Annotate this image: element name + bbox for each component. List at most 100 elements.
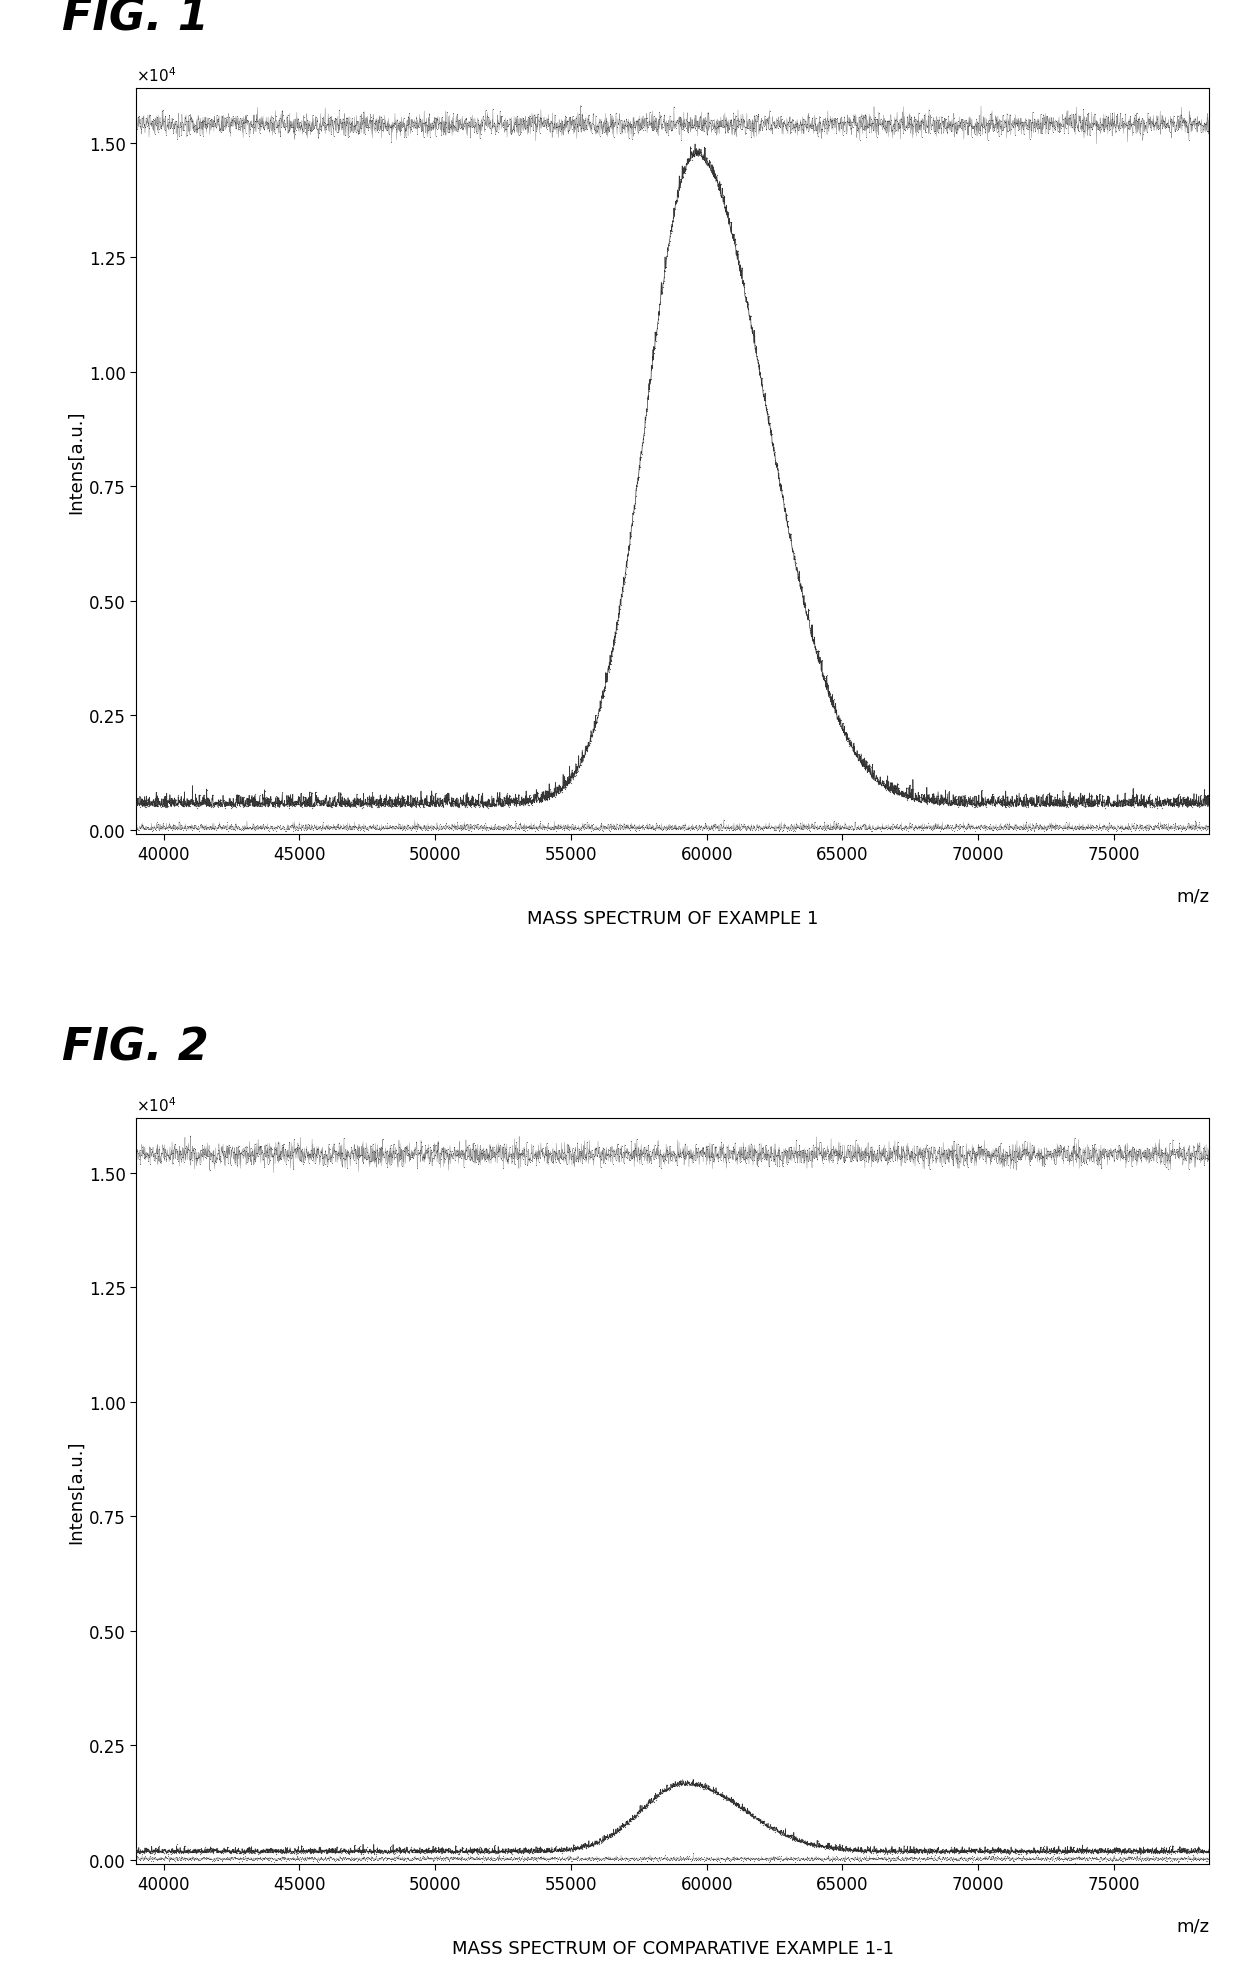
Point: [371, 1843, 391, 1874]
Point: [1122, 811, 1142, 842]
Point: [306, 1835, 326, 1866]
Point: [985, 1837, 1004, 1868]
Point: [341, 1142, 361, 1174]
Point: [861, 1843, 880, 1874]
Point: [315, 1835, 335, 1866]
Point: [799, 103, 818, 134]
Point: [899, 1837, 919, 1868]
Point: [1059, 1146, 1079, 1178]
Point: [1029, 1144, 1049, 1176]
Point: [144, 1140, 164, 1172]
Point: [704, 156, 724, 187]
Point: [822, 1134, 842, 1166]
Point: [1053, 775, 1073, 807]
Point: [831, 107, 851, 138]
Point: [626, 475, 646, 507]
Point: [837, 1835, 857, 1866]
Point: [330, 1837, 350, 1868]
Point: [1038, 118, 1058, 150]
Point: [1056, 789, 1076, 821]
Point: [299, 1148, 319, 1180]
Point: [305, 1843, 325, 1874]
Point: [820, 679, 839, 710]
Point: [246, 815, 265, 846]
Point: [666, 185, 686, 217]
Point: [1065, 1837, 1085, 1868]
Point: [1182, 791, 1202, 823]
Point: [728, 1788, 748, 1819]
Point: [1004, 811, 1024, 842]
Point: [141, 1837, 161, 1868]
Point: [172, 107, 192, 138]
Point: [940, 110, 960, 142]
Point: [469, 1837, 489, 1868]
Point: [839, 1833, 859, 1864]
Point: [729, 815, 749, 846]
Point: [244, 791, 264, 823]
Point: [365, 112, 384, 144]
Point: [319, 815, 339, 846]
Point: [588, 700, 608, 732]
Point: [955, 1843, 975, 1874]
Point: [847, 740, 867, 771]
Point: [934, 107, 954, 138]
Point: [285, 813, 305, 844]
Point: [941, 1138, 961, 1170]
Point: [763, 1811, 782, 1843]
Point: [694, 1845, 714, 1876]
Point: [744, 112, 764, 144]
Point: [734, 1791, 754, 1823]
Point: [874, 813, 894, 844]
Point: [223, 789, 243, 821]
Point: [324, 1134, 343, 1166]
Point: [1192, 1835, 1211, 1866]
Point: [444, 99, 464, 130]
Point: [657, 815, 677, 846]
Point: [666, 107, 686, 138]
Point: [1117, 1134, 1137, 1166]
Point: [1162, 1845, 1182, 1876]
Point: [319, 1129, 339, 1160]
Point: [848, 740, 868, 771]
Point: [435, 107, 455, 138]
Point: [1029, 112, 1049, 144]
Point: [627, 1125, 647, 1156]
Point: [991, 811, 1011, 842]
Point: [1171, 815, 1190, 846]
Point: [1040, 1843, 1060, 1874]
Point: [826, 105, 846, 136]
Point: [999, 1845, 1019, 1876]
Point: [329, 1837, 348, 1868]
Point: [878, 1837, 898, 1868]
Point: [430, 109, 450, 140]
Point: [1157, 1837, 1177, 1868]
Point: [1025, 791, 1045, 823]
Point: [295, 1837, 315, 1868]
Point: [932, 103, 952, 134]
Point: [1118, 107, 1138, 138]
Point: [667, 107, 687, 138]
Point: [522, 1841, 542, 1872]
Point: [541, 1843, 560, 1874]
Point: [790, 1845, 810, 1876]
Point: [577, 1843, 596, 1874]
Point: [392, 1835, 412, 1866]
Point: [1133, 1837, 1153, 1868]
Point: [723, 221, 743, 253]
Point: [382, 811, 402, 842]
Point: [939, 813, 959, 844]
Point: [492, 103, 512, 134]
Point: [773, 1817, 792, 1849]
Point: [658, 231, 678, 262]
Point: [644, 1786, 663, 1817]
Point: [982, 1138, 1002, 1170]
Point: [699, 152, 719, 183]
Point: [290, 781, 310, 813]
Point: [171, 1845, 191, 1876]
Point: [631, 1795, 651, 1827]
Point: [804, 1843, 823, 1874]
Point: [398, 1138, 418, 1170]
Point: [815, 116, 835, 148]
Point: [751, 813, 771, 844]
Point: [790, 107, 810, 138]
